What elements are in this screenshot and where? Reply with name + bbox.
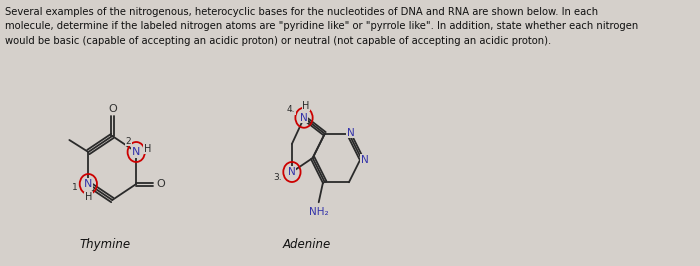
Text: Adenine: Adenine — [283, 238, 330, 251]
Text: N: N — [132, 147, 141, 157]
Text: H: H — [144, 144, 151, 154]
Text: N: N — [300, 113, 308, 123]
Text: O: O — [156, 179, 164, 189]
Text: Thymine: Thymine — [80, 238, 131, 251]
Text: 2: 2 — [125, 136, 132, 146]
Text: 1: 1 — [71, 182, 78, 192]
Text: H: H — [302, 101, 309, 111]
Text: N: N — [288, 167, 296, 177]
Text: N: N — [346, 128, 354, 138]
Text: NH₂: NH₂ — [309, 207, 328, 217]
Text: N: N — [84, 179, 92, 189]
Text: Several examples of the nitrogenous, heterocyclic bases for the nucleotides of D: Several examples of the nitrogenous, het… — [5, 7, 638, 46]
Text: O: O — [108, 104, 117, 114]
Text: 4.: 4. — [287, 105, 295, 114]
Text: N: N — [360, 155, 368, 165]
Text: 3.: 3. — [273, 173, 281, 182]
Text: H: H — [85, 192, 92, 202]
